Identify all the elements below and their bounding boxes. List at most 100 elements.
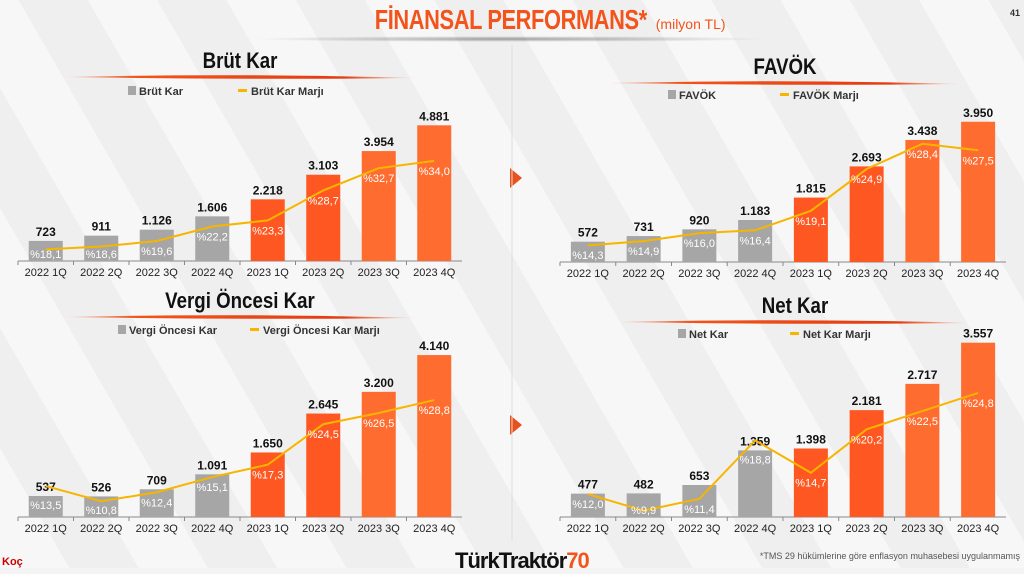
bar: [195, 216, 230, 261]
margin-line: [587, 142, 979, 247]
margin-label: %9,9: [631, 505, 656, 517]
legend-bar-swatch: [668, 90, 676, 99]
bar-value-label: 3.557: [963, 327, 993, 341]
legend-line-swatch: [250, 328, 259, 331]
bar-value-label: 3.438: [907, 124, 937, 138]
bar: [361, 151, 396, 261]
margin-label: %23,3: [252, 225, 283, 237]
bar-value-label: 1.815: [796, 182, 826, 196]
x-tick-label: 2023 1Q: [790, 523, 833, 535]
x-tick-label: 2023 1Q: [790, 268, 833, 280]
bar: [570, 493, 605, 517]
margin-label: %27,5: [963, 155, 994, 167]
x-tick-label: 2022 3Q: [678, 523, 721, 535]
title-divider: [250, 36, 770, 42]
x-tick-label: 2022 2Q: [623, 523, 666, 535]
bar: [849, 166, 884, 262]
x-tick-label: 2022 3Q: [136, 523, 179, 535]
legend-bar-swatch: [678, 329, 686, 338]
margin-label: %24,5: [308, 429, 339, 441]
bar-value-label: 2.218: [253, 183, 283, 197]
bar-value-label: 3.103: [308, 159, 338, 173]
margin-label: %19,1: [795, 216, 826, 228]
x-tick-label: 2023 2Q: [846, 268, 889, 280]
bar-value-label: 1.126: [142, 214, 172, 228]
x-tick-label: 2022 1Q: [567, 523, 610, 535]
margin-label: %18,1: [30, 249, 61, 261]
legend-bar-label: Net Kar: [689, 329, 729, 341]
legend-bar-label: FAVÖK: [679, 89, 716, 102]
bar: [961, 342, 996, 517]
legend-line-label: Vergi Öncesi Kar Marjı: [263, 324, 380, 337]
margin-label: %14,7: [795, 478, 826, 490]
bar: [139, 229, 174, 261]
margin-label: %28,7: [308, 195, 339, 207]
bar-value-label: 2.693: [852, 150, 882, 164]
x-tick-label: 2023 3Q: [901, 268, 944, 280]
bar: [626, 493, 661, 517]
slide-title-text: FİNANSAL PERFORMANS*: [375, 4, 648, 35]
slide-unit: (milyon TL): [655, 16, 726, 32]
chart-title: FAVÖK: [754, 55, 817, 80]
bar: [84, 496, 119, 517]
x-tick-label: 2022 1Q: [25, 267, 68, 279]
x-tick-label: 2023 3Q: [358, 523, 401, 535]
x-tick-label: 2022 4Q: [734, 523, 777, 535]
bar: [306, 413, 341, 517]
margin-label: %22,2: [197, 232, 228, 244]
margin-label: %19,6: [141, 246, 172, 258]
chart-title: Net Kar: [762, 295, 829, 319]
bar-value-label: 1.650: [253, 436, 283, 450]
margin-label: %26,5: [363, 418, 394, 430]
x-tick-label: 2023 3Q: [901, 523, 944, 535]
bar-value-label: 911: [92, 220, 112, 234]
brand-name: TürkTraktör: [455, 548, 567, 573]
bar: [849, 410, 884, 517]
margin-label: %12,4: [141, 497, 172, 509]
bar-value-label: 3.200: [364, 376, 394, 390]
x-tick-label: 2022 2Q: [80, 267, 123, 279]
x-tick-label: 2022 2Q: [80, 523, 123, 535]
bar: [417, 355, 452, 517]
x-tick-label: 2022 1Q: [25, 523, 68, 535]
x-tick-label: 2023 1Q: [247, 267, 290, 279]
margin-label: %13,5: [30, 500, 61, 512]
x-tick-label: 2023 3Q: [358, 267, 401, 279]
margin-label: %32,7: [363, 173, 394, 185]
margin-label: %17,3: [252, 470, 283, 482]
title-underline: [620, 320, 970, 324]
x-tick-label: 2022 4Q: [191, 267, 234, 279]
bar: [793, 197, 828, 262]
chart-title: Brüt Kar: [203, 50, 278, 74]
legend-line-label: Net Kar Marjı: [803, 329, 871, 341]
bar-value-label: 3.950: [963, 106, 993, 120]
x-tick-label: 2023 4Q: [957, 523, 1000, 535]
legend-line-swatch: [238, 89, 247, 92]
bar-value-label: 2.645: [308, 398, 338, 412]
slide-title: FİNANSAL PERFORMANS* (milyon TL): [0, 4, 1024, 36]
margin-label: %16,4: [740, 235, 771, 247]
bar-value-label: 2.181: [852, 394, 882, 408]
margin-label: %16,0: [684, 238, 715, 250]
bar: [793, 448, 828, 517]
x-tick-label: 2022 1Q: [567, 268, 610, 280]
bar-value-label: 1.398: [796, 432, 826, 446]
legend-bar-swatch: [128, 86, 136, 95]
margin-label: %28,4: [907, 149, 938, 161]
footnote: *TMS 29 hükümlerine göre enflasyon muhas…: [759, 551, 1020, 561]
legend-bar-label: Brüt Kar: [139, 86, 184, 98]
legend-bar-label: Vergi Öncesi Kar: [129, 324, 218, 337]
margin-label: %14,3: [572, 250, 603, 262]
margin-line: [45, 159, 435, 251]
legend-line-label: FAVÖK Marjı: [793, 89, 859, 102]
bar: [250, 199, 285, 261]
arrow-right-icon: [510, 168, 522, 188]
brand-number: 70: [566, 548, 590, 573]
bar: [905, 383, 940, 517]
margin-label: %12,0: [572, 499, 603, 511]
x-tick-label: 2023 4Q: [413, 523, 456, 535]
margin-label: %11,4: [684, 504, 714, 516]
title-underline: [65, 315, 415, 319]
x-tick-label: 2022 4Q: [191, 523, 234, 535]
